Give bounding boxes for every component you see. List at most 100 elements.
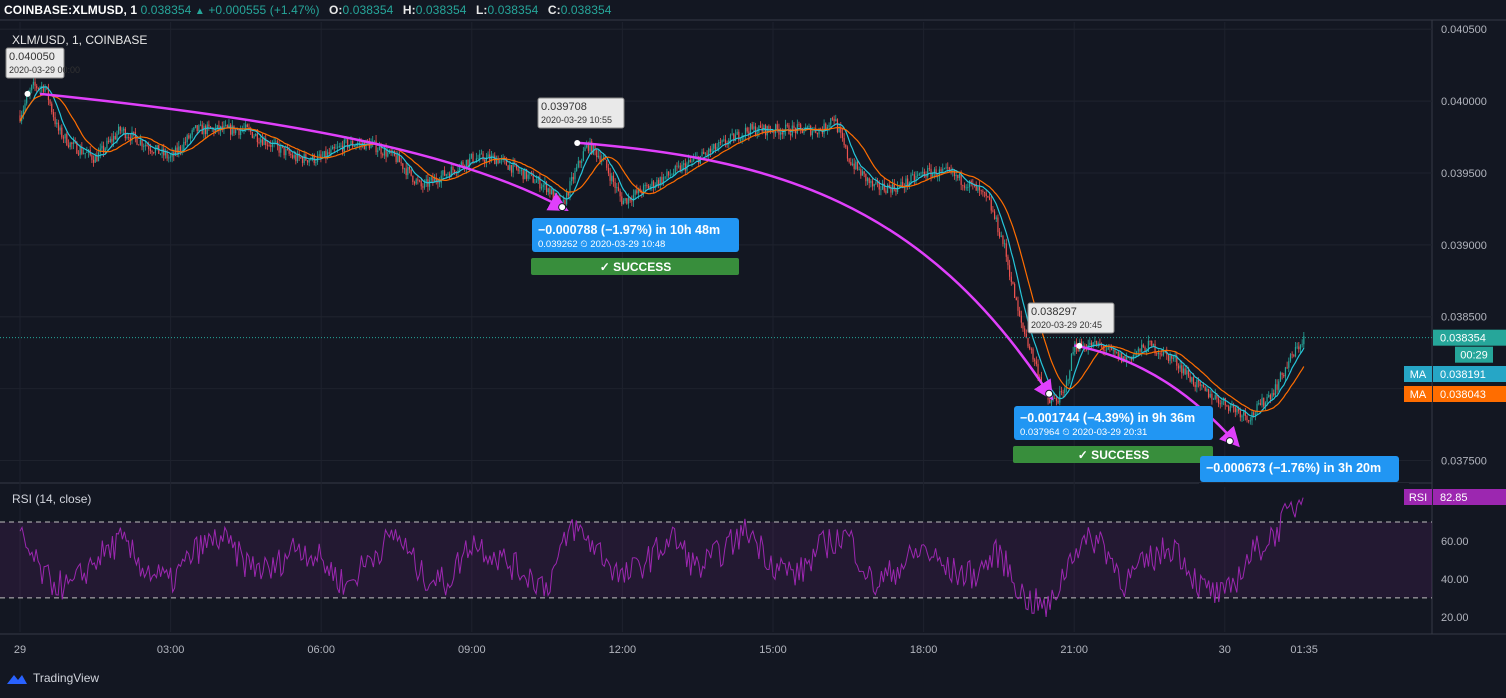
candle-body xyxy=(1094,340,1096,343)
candle-body xyxy=(771,131,773,133)
candle-body xyxy=(678,165,680,167)
tradingview-icon xyxy=(7,675,27,684)
candle-body xyxy=(1248,420,1250,422)
candle-body xyxy=(407,167,409,176)
candle-body xyxy=(320,154,322,158)
candle-body xyxy=(851,163,854,166)
candle-body xyxy=(1010,276,1012,282)
candle-body xyxy=(1179,365,1181,369)
candle-body xyxy=(54,117,56,125)
candle-body xyxy=(1097,343,1099,346)
candle-body xyxy=(181,149,183,151)
candle-body xyxy=(617,187,620,191)
candle-body xyxy=(449,173,451,177)
candle-body xyxy=(780,132,782,135)
candle-body xyxy=(176,147,178,153)
candle-body xyxy=(203,126,205,135)
candle-body xyxy=(1288,361,1290,368)
tradingview-logo[interactable]: TradingView xyxy=(6,671,99,685)
candle-body xyxy=(569,181,571,196)
candle-body xyxy=(746,127,748,132)
candle-body xyxy=(231,125,233,135)
candle-body xyxy=(113,136,115,142)
rsi-tag xyxy=(1433,489,1506,505)
candle-body xyxy=(723,139,725,141)
candle-body xyxy=(713,144,715,149)
candle-body xyxy=(214,128,217,133)
measure-point xyxy=(558,203,567,212)
candle-body xyxy=(114,136,116,140)
candle-body xyxy=(293,155,295,158)
candle-body xyxy=(922,171,924,173)
candle-body xyxy=(56,122,58,125)
time-tick-label: 15:00 xyxy=(759,644,787,656)
candle-body xyxy=(355,145,357,147)
candle-body xyxy=(1194,384,1196,388)
candle-body xyxy=(756,132,758,136)
candle-body xyxy=(447,173,449,175)
candle-body xyxy=(534,182,536,184)
candle-body xyxy=(519,170,521,172)
candle-body xyxy=(280,146,282,153)
candle-body xyxy=(251,132,253,138)
candle-body xyxy=(1064,388,1066,393)
candle-body xyxy=(622,200,625,205)
candle-body xyxy=(412,175,414,183)
ma-slow-line xyxy=(19,93,1305,413)
candle-body xyxy=(816,132,818,135)
candle-body xyxy=(1284,367,1287,377)
candle-body xyxy=(144,145,146,147)
candle-body xyxy=(1177,365,1180,369)
candle-body xyxy=(413,182,416,184)
candle-body xyxy=(86,152,88,153)
candle-body xyxy=(1055,398,1058,401)
candle-body xyxy=(547,188,549,193)
candle-body xyxy=(1303,336,1305,345)
candle-body xyxy=(1291,354,1293,356)
candle-body xyxy=(1082,345,1084,347)
candle-body xyxy=(661,177,663,184)
candle-body xyxy=(37,88,39,89)
candle-body xyxy=(1107,345,1109,350)
candle-body xyxy=(826,127,829,131)
candle-body xyxy=(64,134,66,139)
candle-body xyxy=(1187,370,1190,377)
candle-body xyxy=(1186,370,1188,375)
candle-body xyxy=(169,156,172,158)
candle-body xyxy=(1269,394,1272,400)
candle-body xyxy=(118,126,120,134)
candle-body xyxy=(845,144,847,148)
candle-body xyxy=(1261,397,1263,406)
candle-body xyxy=(385,148,387,157)
candle-body xyxy=(1012,281,1014,284)
candle-body xyxy=(1069,370,1071,380)
candle-body xyxy=(1141,344,1143,352)
candle-body xyxy=(963,185,966,188)
candle-body xyxy=(480,153,482,155)
candle-body xyxy=(1039,376,1041,378)
candle-body xyxy=(1234,407,1236,413)
low-value: 0.038354 xyxy=(487,3,539,17)
candle-body xyxy=(1219,403,1221,405)
candle-body xyxy=(383,148,386,156)
candle-body xyxy=(902,181,904,187)
pane-clip xyxy=(1199,483,1409,487)
candle-body xyxy=(987,196,989,198)
candle-body xyxy=(1299,345,1302,350)
candle-body xyxy=(1296,346,1298,348)
candle-body xyxy=(576,167,578,171)
candle-body xyxy=(168,157,170,159)
countdown-tag xyxy=(1455,346,1493,363)
candle-body xyxy=(159,153,162,155)
candle-body xyxy=(1139,348,1141,352)
candle-body xyxy=(246,124,248,128)
candle-body xyxy=(1054,398,1056,399)
candle-body xyxy=(1281,372,1283,375)
candle-body xyxy=(440,175,442,183)
candle-body xyxy=(49,99,51,104)
candle-body xyxy=(146,145,148,147)
candle-body xyxy=(66,134,68,146)
candle-body xyxy=(32,81,34,86)
